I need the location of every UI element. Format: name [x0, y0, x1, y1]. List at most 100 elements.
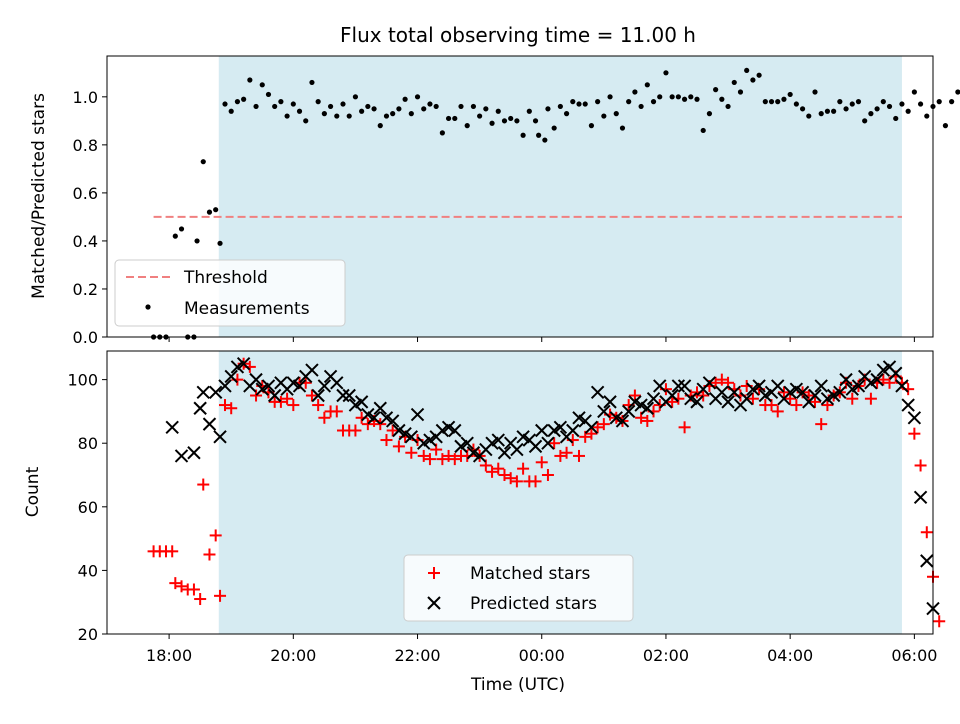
- x-tick-label: 00:00: [519, 646, 565, 665]
- measurement-point: [247, 77, 253, 83]
- matched-star-marker: [423, 453, 436, 466]
- predicted-star-marker: [584, 420, 599, 435]
- predicted-star-marker: [727, 385, 741, 400]
- ratio-panel: 0.0 0.2 0.4 0.6 0.8 1.0 Matched/Predicted sta…: [29, 55, 960, 347]
- predicted-star-marker: [213, 430, 227, 444]
- measurement-point: [526, 108, 532, 114]
- measurement-point: [644, 82, 650, 88]
- measurement-point: [359, 108, 365, 114]
- predicted-star-marker: [385, 414, 400, 428]
- predicted-star-marker: [541, 436, 555, 450]
- measurement-point: [843, 106, 849, 112]
- measurement-point: [272, 103, 278, 110]
- matched-star-marker: [809, 395, 821, 408]
- predicted-star-marker: [621, 404, 636, 419]
- matched-star-marker: [187, 583, 200, 596]
- predicted-star-marker: [267, 388, 282, 403]
- predicted-star-marker: [671, 379, 686, 393]
- matched-star-marker: [771, 405, 784, 418]
- measurement-point: [278, 99, 284, 105]
- measurement-point: [619, 125, 626, 131]
- measurement-point: [433, 103, 439, 110]
- predicted-star-marker: [677, 379, 692, 393]
- measurement-point: [632, 89, 638, 95]
- legend-threshold-label: Threshold: [183, 268, 268, 288]
- predicted-star-marker: [895, 379, 909, 393]
- predicted-star-marker: [913, 490, 928, 504]
- measurement-point: [669, 94, 675, 100]
- measurement-point: [713, 87, 719, 93]
- measurement-point: [750, 77, 756, 83]
- measurement-point: [200, 159, 206, 165]
- measurement-point: [576, 101, 582, 107]
- measurement-point: [172, 233, 178, 239]
- predicted-star-marker: [603, 395, 617, 409]
- x-tick-label: 02:00: [643, 646, 689, 665]
- measurement-point: [824, 108, 831, 114]
- matched-star-marker: [287, 399, 300, 412]
- predicted-star-marker: [553, 420, 568, 435]
- measurement-point: [284, 113, 290, 119]
- matched-star-marker: [573, 449, 585, 462]
- matched-star-marker: [746, 392, 759, 405]
- measurement-point: [868, 111, 874, 117]
- predicted-star-marker: [491, 433, 505, 447]
- measurement-point: [799, 106, 806, 112]
- measurement-point: [536, 132, 542, 138]
- measurement-point: [793, 101, 799, 107]
- counts-axes-frame: [106, 350, 934, 635]
- measurement-point: [217, 240, 223, 246]
- predicted-star-marker: [174, 449, 189, 463]
- matched-star-marker: [541, 469, 554, 482]
- measurement-point: [768, 99, 775, 105]
- measurement-point: [905, 108, 911, 114]
- matched-star-marker: [209, 529, 222, 542]
- predicted-star-marker: [851, 379, 866, 393]
- measurement-point: [542, 137, 548, 143]
- matched-star-marker: [864, 392, 877, 405]
- matched-star-marker: [933, 615, 946, 628]
- matched-star-marker: [641, 414, 654, 427]
- measurement-point: [880, 99, 886, 105]
- y-tick-label: 0.2: [73, 280, 98, 299]
- predicted-star-marker: [510, 442, 524, 457]
- predicted-star-marker: [721, 395, 735, 409]
- predicted-star-marker: [330, 376, 344, 390]
- measurement-point: [694, 96, 700, 102]
- measurement-point: [253, 103, 259, 110]
- y-tick-label: 20: [78, 625, 98, 644]
- predicted-star-marker: [373, 401, 387, 415]
- matched-star-marker: [585, 427, 598, 440]
- matched-star-marker: [175, 580, 188, 593]
- matched-star-marker: [197, 478, 210, 491]
- ratio-legend-box: [114, 259, 346, 327]
- predicted-star-marker: [342, 388, 356, 403]
- measurement-point: [206, 209, 213, 215]
- measurement-point: [383, 113, 390, 119]
- predicted-star-marker: [702, 376, 717, 390]
- measurement-point: [818, 111, 824, 117]
- measurement-point: [737, 89, 744, 95]
- predicted-star-marker: [305, 363, 319, 377]
- measurement-point: [352, 94, 359, 100]
- measurement-point: [607, 94, 613, 100]
- measurement-point: [296, 108, 303, 114]
- measurement-point: [445, 115, 452, 122]
- predicted-star-marker: [249, 372, 263, 387]
- predicted-star-marker: [460, 436, 474, 450]
- matched-star-marker: [697, 389, 710, 402]
- matched-star-marker: [535, 456, 548, 469]
- predicted-star-marker: [920, 554, 934, 568]
- measurement-point: [781, 96, 787, 102]
- predicted-star-marker: [839, 372, 853, 387]
- predicted-star-marker: [771, 379, 785, 393]
- counts-panel: 20 40 60 80 100 18:00 20:00 22:00 00:00 02:00 04:…: [23, 350, 946, 695]
- x-tick-label: 04:00: [767, 646, 813, 665]
- matched-star-marker: [846, 392, 859, 405]
- predicted-star-marker: [292, 379, 307, 393]
- measurement-point: [595, 99, 601, 105]
- measurement-point: [812, 89, 818, 95]
- measurement-point: [303, 118, 309, 124]
- measurement-point: [874, 106, 880, 112]
